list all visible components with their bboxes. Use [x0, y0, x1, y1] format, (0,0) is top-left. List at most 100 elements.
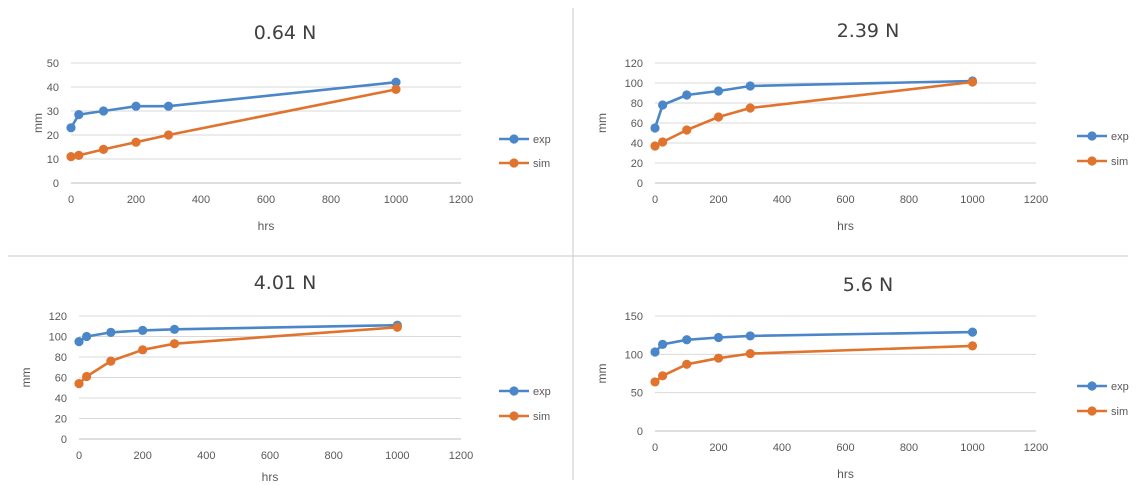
chart-4-series-sim-point	[650, 377, 660, 387]
chart-1-xtick-label: 1000	[384, 194, 408, 206]
chart-1-legend-sim-label: sim	[533, 158, 550, 170]
chart-4-xtick-label: 1000	[960, 442, 984, 454]
chart-4-xtick-label: 800	[900, 442, 918, 454]
chart-3-series-exp-point	[138, 325, 148, 335]
chart-3-series-sim-point	[169, 339, 180, 349]
chart-2-series-exp-point	[658, 100, 668, 110]
chart-3-series-exp-point	[82, 331, 92, 342]
chart-4-legend-sim-marker	[1087, 406, 1097, 416]
chart-3-xtick-label: 600	[261, 450, 279, 462]
chart-1-series-sim-point	[66, 152, 76, 162]
chart-4-series-sim-point	[713, 353, 724, 363]
chart-3-ytick-label: 40	[55, 393, 67, 405]
chart-3-series-sim-point	[138, 345, 148, 355]
chart-4-series-exp-point	[713, 332, 724, 343]
chart-3-xlabel: hrs	[262, 470, 279, 484]
chart-3-xtick-label: 200	[133, 450, 151, 462]
chart-1-series-sim-point	[163, 130, 174, 140]
chart-4-legend-exp-label: exp	[1111, 381, 1129, 393]
chart-4-series-sim-point	[682, 359, 692, 369]
chart-1-xtick-label: 200	[127, 194, 145, 206]
chart-4-xtick-label: 400	[773, 442, 791, 454]
chart-3-legend-exp-marker	[509, 386, 519, 396]
chart-2-xtick-label: 600	[836, 194, 854, 206]
chart-4-series-exp-point	[967, 327, 978, 337]
chart-1-legend-exp-label: exp	[533, 134, 551, 146]
chart-4-ytick-label: 50	[631, 388, 643, 400]
chart-2-ytick-label: 40	[631, 138, 643, 150]
chart-4-xtick-label: 600	[836, 442, 854, 454]
chart-2-ytick-label: 0	[637, 178, 643, 190]
chart-3-legend-sim-marker	[509, 411, 519, 421]
chart-3-xtick-label: 1200	[449, 450, 473, 462]
chart-3-series-sim-point	[392, 322, 402, 332]
chart-1-series-exp-point	[131, 101, 141, 111]
chart-2-series-sim-point	[967, 77, 978, 87]
chart-4-series-exp-point	[650, 347, 660, 357]
chart-2-series-sim-point	[650, 141, 660, 151]
chart-1: 0.64 N 0 10 20 30 40 50 0 200 400 600 800 1000 1200 hr…	[31, 22, 551, 233]
chart-3-series-sim-point	[106, 356, 116, 366]
chart-2-series-exp-point	[682, 90, 692, 100]
chart-2-ytick-label: 80	[631, 98, 643, 110]
chart-1-series-sim-point	[391, 84, 401, 94]
chart-1-ytick-label: 50	[47, 58, 59, 70]
chart-2-series-exp-point	[650, 123, 660, 133]
chart-2-xtick-label: 800	[900, 194, 918, 206]
chart-4-series-sim-point	[967, 341, 978, 351]
chart-3-series-exp-point	[106, 327, 116, 337]
chart-4-series-sim-point	[745, 348, 755, 359]
chart-3-series-sim-line	[78, 326, 398, 385]
chart-2-xtick-label: 200	[709, 194, 727, 206]
chart-4-ytick-label: 100	[625, 349, 643, 361]
chart-1-xlabel: hrs	[258, 219, 275, 233]
chart-2-ylabel: mm	[595, 113, 609, 133]
chart-1-ytick-label: 0	[53, 178, 59, 190]
chart-3-series-exp-point	[74, 337, 84, 347]
chart-1-ytick-label: 40	[47, 82, 59, 94]
chart-1-xtick-label: 600	[257, 194, 275, 206]
chart-3-ytick-label: 100	[49, 332, 67, 344]
chart-2-series-exp-point	[745, 81, 755, 91]
chart-1-ytick-label: 10	[47, 154, 59, 166]
chart-1-xtick-label: 800	[322, 194, 340, 206]
chart-3-legend-sim-label: sim	[533, 411, 550, 423]
chart-3-ytick-label: 20	[55, 414, 67, 426]
chart-2-xtick-label: 0	[652, 194, 658, 206]
chart-1-title: 0.64 N	[254, 22, 317, 44]
chart-4-series-exp-line	[654, 330, 973, 353]
chart-2-xlabel: hrs	[837, 219, 854, 233]
chart-1-series-exp-point	[391, 77, 401, 87]
chart-3-legend-exp-label: exp	[533, 386, 551, 398]
chart-2-series-sim-point	[745, 103, 755, 113]
chart-1-series-exp-point	[74, 110, 84, 120]
chart-1-series-sim-point	[131, 137, 141, 147]
chart-3-xtick-label: 1000	[385, 450, 409, 462]
chart-1-series-exp-point	[66, 123, 76, 133]
chart-2-ytick-label: 60	[631, 118, 643, 130]
chart-2-title: 2.39 N	[837, 20, 900, 42]
chart-3-xtick-label: 800	[324, 450, 342, 462]
chart-3-xtick-label: 400	[197, 450, 215, 462]
chart-2-xtick-label: 400	[773, 194, 791, 206]
chart-3-title: 4.01 N	[254, 272, 317, 294]
chart-3-series-exp-point	[169, 324, 180, 334]
chart-4-series-sim-point	[658, 371, 668, 381]
chart-1-ylabel: mm	[31, 113, 45, 133]
chart-2-series-sim-line	[654, 80, 973, 148]
chart-1-ytick-label: 30	[47, 106, 59, 118]
chart-3-ytick-label: 80	[55, 352, 67, 364]
chart-1-xtick-label: 1200	[449, 194, 473, 206]
chart-4-series-exp-point	[682, 335, 692, 345]
chart-1-series-sim-point	[74, 150, 84, 160]
chart-4: 5.6 N 0 50 100 150 0 200 400 600 800 1000 1200 hrs mm…	[595, 274, 1129, 481]
chart-4-legend-sim-label: sim	[1111, 406, 1128, 418]
chart-2-series-sim-point	[682, 125, 692, 135]
chart-2-ytick-label: 100	[625, 78, 643, 90]
chart-1-legend-exp-marker	[509, 134, 519, 144]
chart-4-series-sim-line	[654, 344, 973, 383]
chart-2-series-exp-point	[713, 86, 724, 96]
